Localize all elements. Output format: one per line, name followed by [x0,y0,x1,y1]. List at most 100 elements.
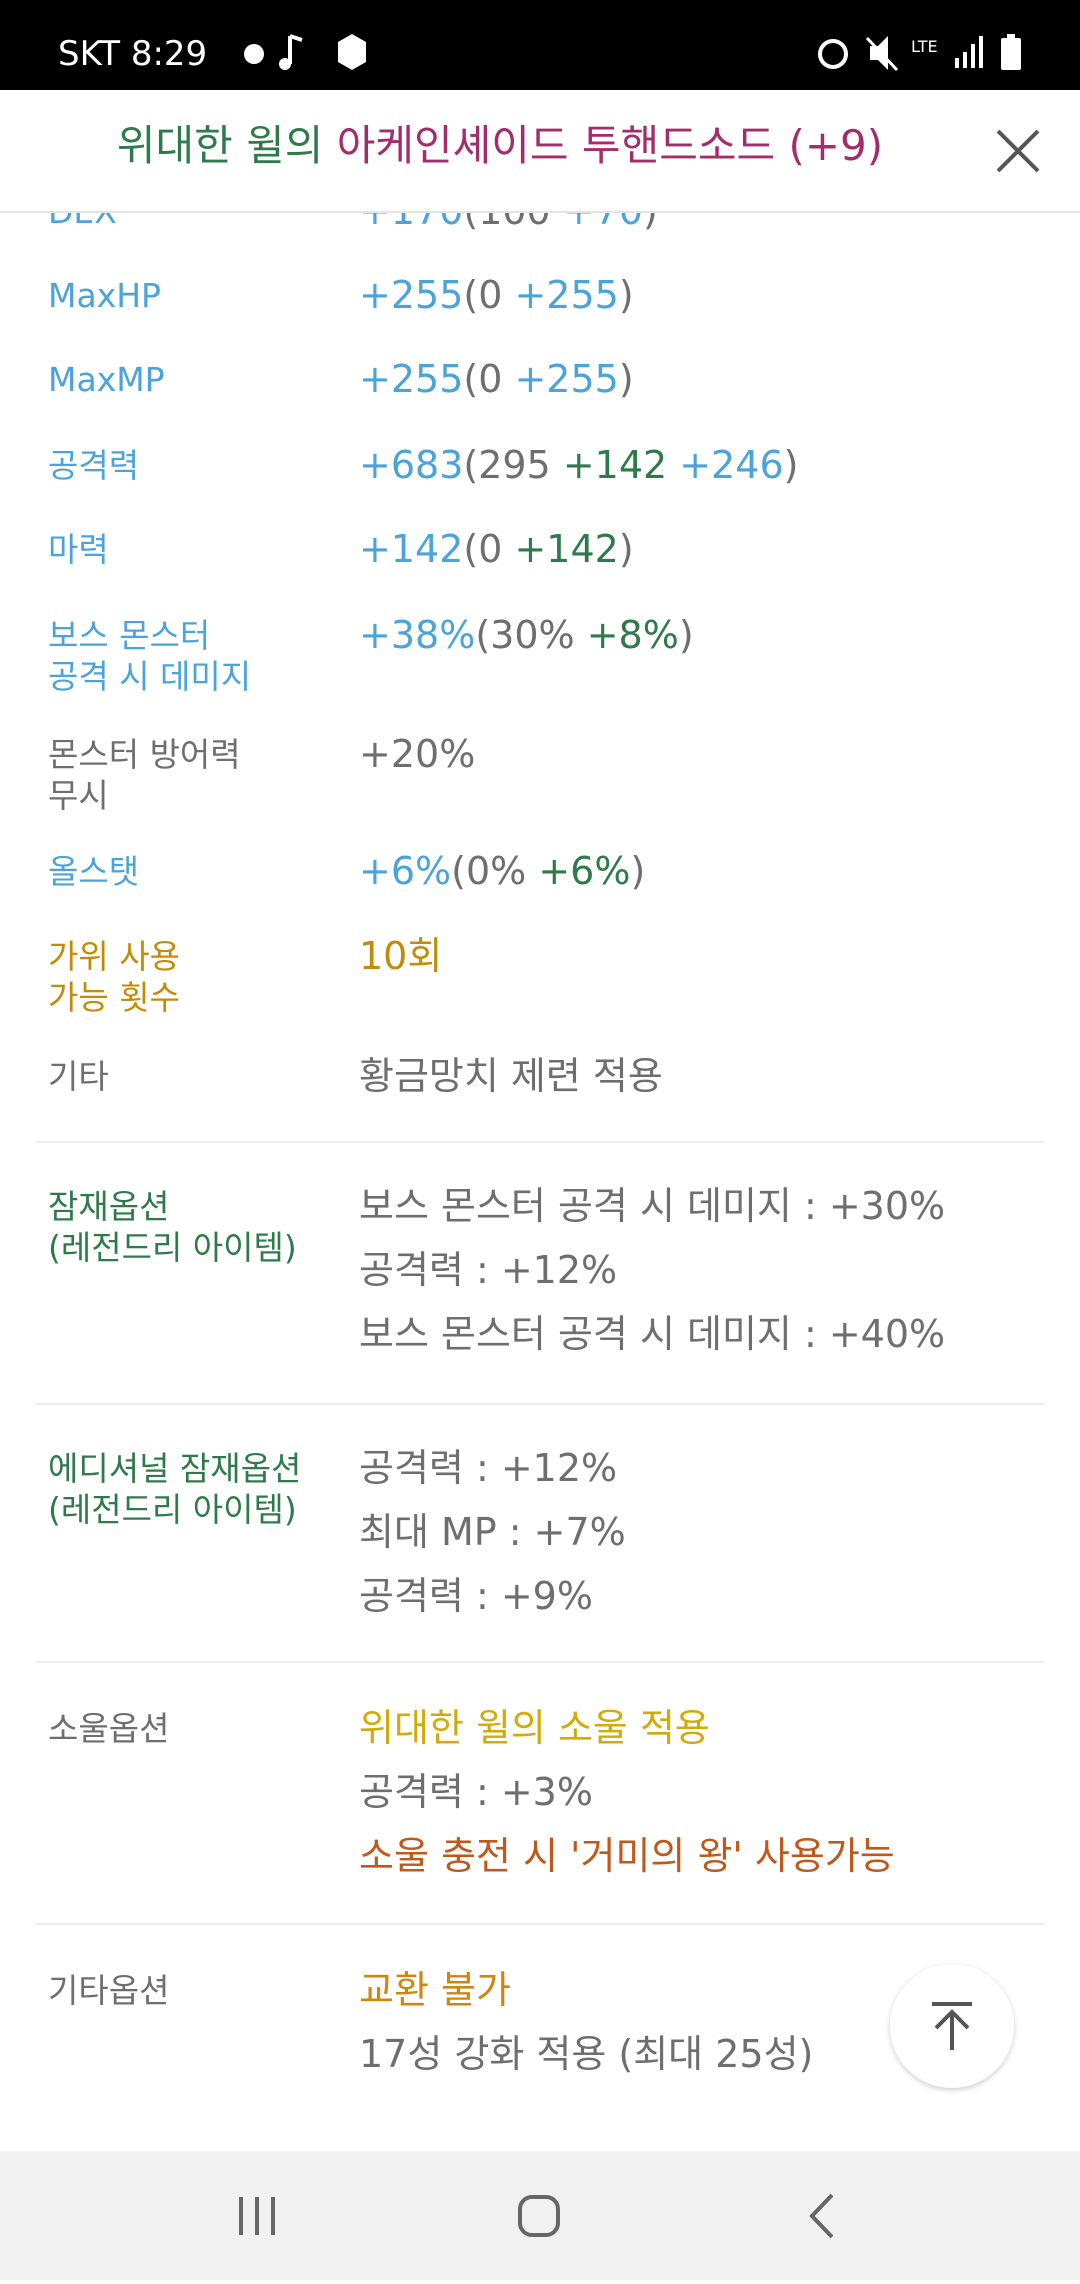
label-line: 공격력 [48,446,140,485]
value-part: 소울 충전 시 '거미의 왕' 사용가능 [359,1834,895,1878]
recents-button[interactable] [239,2197,275,2235]
label-line: 마력 [48,530,109,569]
row-label: 마력 [48,529,109,570]
value-part: +6% [359,849,452,893]
label-line: 잠재옵션 [48,1187,170,1226]
value-line: 소울 충전 시 '거미의 왕' 사용가능 [359,1824,895,1888]
divider [36,1403,1044,1405]
value-part: 위대한 윌의 소울 적용 [359,1706,710,1750]
value-part: 공격력 : +3% [359,1770,593,1814]
status-icons-left [244,34,366,70]
row-label: 몬스터 방어력 무시 [48,734,241,816]
row-label: 기타옵션 [48,1970,169,2011]
value-part: +142 [562,443,680,487]
value-part: +38% [359,613,476,657]
label-line: (레전드리 아이템) [48,1228,297,1267]
title-part: 아케인셰이드 투핸드소드 (+9) [336,121,884,170]
value-part: +20% [359,732,476,776]
value-line: 공격력 : +3% [359,1760,593,1824]
value-line: 보스 몬스터 공격 시 데미지 : +40% [359,1302,945,1366]
value-line: +38%(30% +8%) [359,603,694,667]
value-part: ) [618,357,634,401]
value-part: 공격력 : +12% [359,1248,618,1292]
status-icons-right: LTE [818,34,1021,72]
value-part: +142 [359,527,464,571]
label-line: 가능 횟수 [48,978,180,1017]
value-line: +20% [359,722,475,786]
close-button[interactable] [995,128,1041,174]
value-part: (0 [463,273,515,317]
value-part: +6% [538,849,631,893]
content: DEX+170(100 +70)MaxHP+255(0 +255)MaxMP+2… [36,189,1044,2086]
value-part: 보스 몬스터 공격 시 데미지 : +30% [359,1184,946,1228]
value-part: 17성 강화 적용 (최대 25성) [359,2032,814,2076]
title: 위대한 윌의 아케인셰이드 투핸드소드 (+9) [0,116,1000,176]
value-part: 보스 몬스터 공격 시 데미지 : +40% [359,1312,946,1356]
row-label: 올스탯 [48,851,139,892]
value-part: 교환 불가 [359,1968,511,2012]
value-line: 공격력 : +12% [359,1238,617,1302]
label-line: MaxMP [48,360,165,399]
value-line: +6%(0% +6%) [359,839,645,903]
label-line: 공격 시 데미지 [48,657,252,696]
value-part: 공격력 : +12% [359,1446,618,1490]
value-part: 10회 [359,934,443,978]
scroll-top-button[interactable] [880,1954,1024,2098]
value-line: 보스 몬스터 공격 시 데미지 : +30% [359,1174,945,1238]
value-line: 최대 MP : +7% [359,1500,626,1564]
label-line: 몬스터 방어력 [48,735,241,774]
svg-text:LTE: LTE [911,37,938,56]
value-line: +142(0 +142) [359,517,634,581]
value-line: 공격력 : +12% [359,1436,617,1500]
value-part: +683 [359,443,464,487]
nav-icons [239,2193,834,2239]
value-part: ) [678,613,694,657]
value-line: +683(295 +142 +246) [359,433,798,497]
value-line: 위대한 윌의 소울 적용 [359,1696,710,1760]
title-part: 위대한 윌의 [116,121,337,170]
carrier-time: SKT 8:29 [58,34,208,74]
value-part: +246 [679,443,784,487]
row-label: 가위 사용 가능 횟수 [48,936,180,1018]
row-label: 공격력 [48,445,139,486]
value-part: +8% [586,613,679,657]
value-line: 10회 [359,924,442,988]
divider [36,1923,1044,1925]
label-line: MaxHP [48,276,161,315]
row-label: 잠재옵션 (레전드리 아이템) [48,1186,297,1268]
label-line: 에디셔널 잠재옵션 [48,1449,302,1488]
row-label: MaxHP [48,275,161,316]
value-line: +255(0 +255) [359,263,634,327]
label-line: 기타옵션 [48,1971,170,2010]
label-line: 올스탯 [48,852,140,891]
value-part: +255 [359,273,464,317]
value-part: +255 [514,273,619,317]
value-part: +255 [359,357,464,401]
value-part: ) [618,273,634,317]
divider [36,1661,1044,1663]
value-part: 최대 MP : +7% [359,1510,626,1554]
label-line: 무시 [48,776,109,815]
label-line: 소울옵션 [48,1709,170,1748]
value-line: 17성 강화 적용 (최대 25성) [359,2022,813,2086]
value-part: (295 [463,443,563,487]
value-part: ) [618,527,634,571]
value-part: (0 [463,527,515,571]
back-button[interactable] [809,2193,834,2239]
value-part: (0% [451,849,539,893]
row-label: 에디셔널 잠재옵션 (레전드리 아이템) [48,1448,301,1530]
value-part: 공격력 : +9% [359,1574,593,1618]
home-button[interactable] [518,2195,560,2237]
header: 위대한 윌의 아케인셰이드 투핸드소드 (+9) [0,90,1080,213]
nav-bar [0,2151,1080,2280]
row-label: 기타 [48,1056,109,1097]
label-line: (레전드리 아이템) [48,1490,297,1529]
value-part: (0 [463,357,515,401]
value-part: +255 [514,357,619,401]
row-label: MaxMP [48,359,165,400]
label-line: 보스 몬스터 [48,616,211,655]
value-line: 황금망치 제련 적용 [359,1044,663,1108]
label-line: 기타 [48,1057,109,1096]
value-line: 교환 불가 [359,1958,511,2022]
